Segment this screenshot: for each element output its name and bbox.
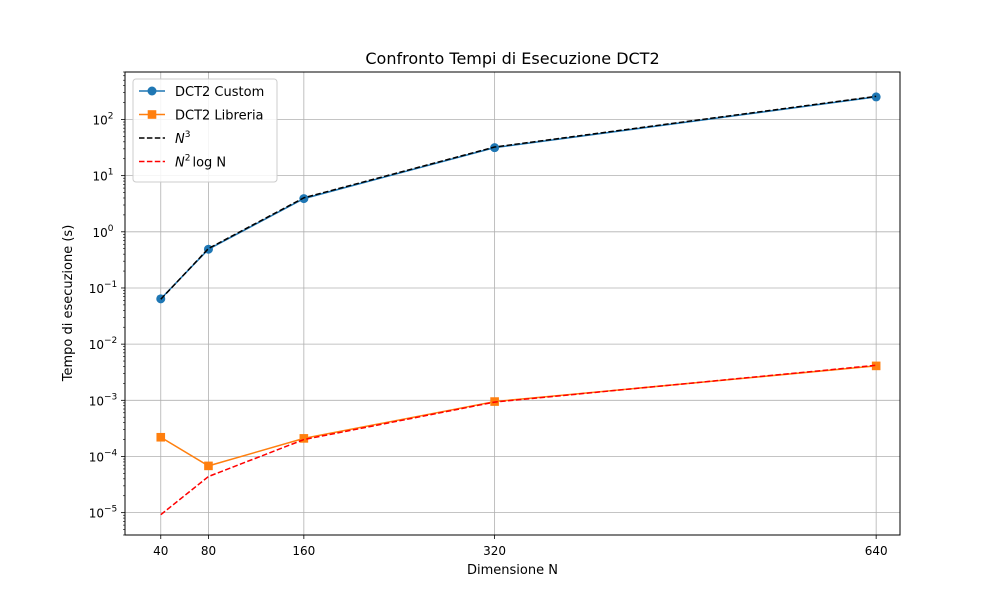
x-tick-label: 40 [153, 544, 168, 558]
y-axis-ticks: 10−5 10−4 10−3 10−2 10−1 100 101 102 [89, 71, 125, 536]
y-tick-label: 100 [92, 224, 113, 240]
x-axis-label: Dimensione N [467, 563, 558, 578]
y-tick-label: 10−4 [89, 448, 118, 464]
grid [125, 72, 900, 535]
legend-box [132, 78, 278, 183]
x-axis-ticks: 40 80 160 320 640 [153, 535, 888, 558]
x-tick-label: 640 [865, 544, 888, 558]
legend-marker [147, 86, 157, 96]
chart-title: Confronto Tempi di Esecuzione DCT2 [365, 49, 659, 68]
x-tick-label: 160 [292, 544, 315, 558]
plot-frame [124, 71, 901, 536]
legend-marker [147, 110, 157, 119]
series-line-2 [160, 95, 877, 300]
x-tick-label: 320 [483, 544, 506, 558]
data-point [871, 361, 881, 371]
series-line-3 [160, 364, 877, 516]
y-tick-label: 101 [92, 168, 113, 184]
y-tick-label: 10−1 [89, 280, 118, 296]
y-axis-label: Tempo di esecuzione (s) [61, 225, 76, 383]
x-tick-label: 80 [201, 544, 216, 558]
y-tick-label: 10−5 [89, 505, 118, 521]
data-point [299, 434, 309, 443]
y-tick-label: 10−2 [89, 336, 118, 352]
data-point [204, 461, 213, 471]
legend-label: N3 [175, 130, 190, 147]
legend-label: DCT2 Libreria [175, 109, 264, 124]
legend-label: DCT2 Custom [175, 85, 264, 100]
data-point [156, 432, 166, 442]
series-layer [156, 92, 881, 516]
y-tick-label: 102 [92, 111, 113, 127]
legend: DCT2 Custom DCT2 Libreria N3 N2 log N [132, 78, 278, 183]
legend-label: N2 log N [175, 154, 226, 171]
y-tick-label: 10−3 [89, 392, 118, 408]
